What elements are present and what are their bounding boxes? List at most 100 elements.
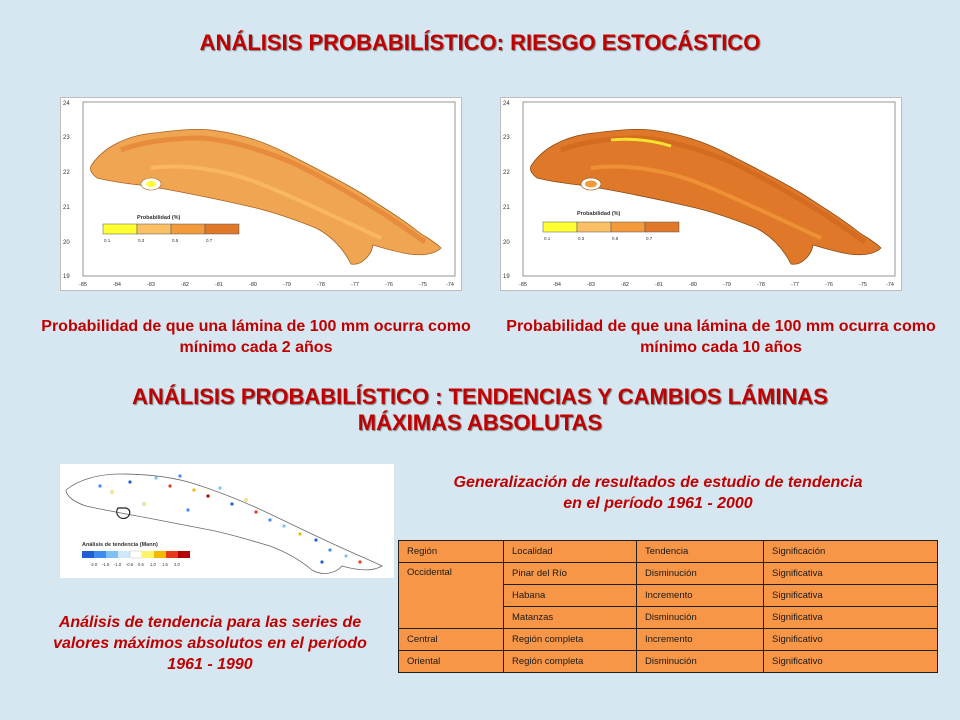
trend-legend-title: Análisis de tendencia (Mann) xyxy=(82,542,158,548)
table-cell: Matanzas xyxy=(503,606,637,629)
probability-map-2-years-figure: 24 23 22 21 20 19 -85 -84 -83 -82 -81 -8… xyxy=(63,101,456,288)
table-cell: Disminución xyxy=(636,606,764,629)
table-cell: Pinar del Río xyxy=(503,562,637,585)
station-dot xyxy=(218,486,222,490)
section-title-trends: ANÁLISIS PROBABILÍSTICO : TENDENCIAS Y C… xyxy=(132,384,828,409)
table-cell-region: Central xyxy=(398,628,504,651)
section-title-stochastic-risk: ANÁLISIS PROBABILÍSTICO: RIESGO ESTOCÁST… xyxy=(199,30,761,55)
trend-legend-tick: -1.0 xyxy=(114,562,122,567)
x-tick-label: -77 xyxy=(351,282,359,288)
station-dot xyxy=(314,538,318,542)
map-caption-10-years: Probabilidad de que una lámina de 100 mm… xyxy=(506,318,936,356)
x-tick-label: -76 xyxy=(825,282,833,288)
trend-legend-swatch xyxy=(142,551,154,558)
station-dot xyxy=(254,510,258,514)
legend-tick: 0.3 xyxy=(138,238,145,243)
table-header-row: Región Localidad Tendencia Significación xyxy=(398,540,938,563)
station-dot xyxy=(298,532,302,536)
isle-of-youth-shape xyxy=(146,181,156,187)
cuba-island-shape xyxy=(89,128,442,265)
probability-map-2-years: 24 23 22 21 20 19 -85 -84 -83 -82 -81 -8… xyxy=(60,97,462,291)
trend-legend-tick: -1.5 xyxy=(102,562,110,567)
map-x-axis-ticks: -85 -84 -83 -82 -81 -80 -79 -78 -77 -76 … xyxy=(79,282,454,288)
trend-legend-tick: 1.0 xyxy=(150,562,156,567)
legend-tick: 0.5 xyxy=(612,236,619,241)
y-tick-label: 20 xyxy=(503,240,510,246)
legend-tick: 0.3 xyxy=(578,236,585,241)
station-dot xyxy=(186,508,190,512)
cuba-island-outline xyxy=(65,473,383,574)
y-tick-label: 19 xyxy=(63,274,70,280)
section-title-trends-line2: MÁXIMAS ABSOLUTAS xyxy=(357,410,603,435)
table-row: Oriental Región completa Disminución Sig… xyxy=(398,650,938,673)
table-header-cell: Significación xyxy=(763,540,938,563)
trend-legend-swatch xyxy=(129,550,143,559)
station-dot xyxy=(168,484,172,488)
legend-swatch xyxy=(644,221,680,233)
trend-legend-tick: 2.0 xyxy=(174,562,180,567)
y-tick-label: 24 xyxy=(503,101,510,107)
map-contour-band xyxy=(610,137,672,148)
map-y-axis-ticks: 24 23 22 21 20 19 xyxy=(503,101,510,280)
table-cell: Disminución xyxy=(636,650,764,673)
x-tick-label: -78 xyxy=(317,282,325,288)
x-tick-label: -82 xyxy=(181,282,189,288)
table-row: Occidental Pinar del Río Disminución Sig… xyxy=(398,562,938,629)
table-row: Central Región completa Incremento Signi… xyxy=(398,628,938,651)
table-cell: Significativa xyxy=(763,606,938,629)
x-tick-label: -74 xyxy=(886,282,894,288)
y-tick-label: 23 xyxy=(503,135,510,141)
table-cell: Región completa xyxy=(503,628,637,651)
map-contour-band xyxy=(120,135,427,245)
map-y-axis-ticks: 24 23 22 21 20 19 xyxy=(63,101,70,280)
trend-map-caption: Análisis de tendencia para las series de… xyxy=(53,614,367,673)
station-dot xyxy=(154,476,158,480)
trend-analysis-map-figure: Análisis de tendencia (Mann) -2.0 -1.5 -… xyxy=(65,473,383,574)
trend-legend-swatch xyxy=(166,551,178,558)
table-cell: Región completa xyxy=(503,650,637,673)
x-tick-label: -84 xyxy=(553,282,561,288)
table-cell: Significativa xyxy=(763,584,938,607)
y-tick-label: 19 xyxy=(503,274,510,280)
table-header-cell: Tendencia xyxy=(636,540,764,563)
isle-of-youth-shape xyxy=(585,180,597,188)
station-dot xyxy=(344,554,348,558)
x-tick-label: -81 xyxy=(655,282,663,288)
station-dot xyxy=(128,480,132,484)
x-tick-label: -79 xyxy=(723,282,731,288)
probability-map-10-years: 24 23 22 21 20 19 -85 -84 -83 -82 -81 -8… xyxy=(500,97,902,291)
legend-tick: 0.1 xyxy=(104,238,111,243)
legend-tick: 0.5 xyxy=(172,238,179,243)
legend-swatch xyxy=(204,223,240,235)
isle-of-youth-outline xyxy=(116,507,131,519)
trend-legend-tick: -0.5 xyxy=(126,562,134,567)
legend-title: Probabilidad (%) xyxy=(137,215,181,221)
trend-analysis-map: Análisis de tendencia (Mann) -2.0 -1.5 -… xyxy=(60,464,394,578)
y-tick-label: 23 xyxy=(63,135,70,141)
station-dot xyxy=(192,488,196,492)
station-dot xyxy=(178,474,182,478)
x-tick-label: -75 xyxy=(419,282,427,288)
y-tick-label: 21 xyxy=(503,205,510,211)
legend-tick: 0.7 xyxy=(206,238,213,243)
station-dot xyxy=(98,484,102,488)
y-tick-label: 20 xyxy=(63,240,70,246)
map-x-axis-ticks: -85 -84 -83 -82 -81 -80 -79 -78 -77 -76 … xyxy=(519,282,894,288)
trend-legend-tick: 1.5 xyxy=(162,562,168,567)
x-tick-label: -85 xyxy=(519,282,527,288)
legend-swatch xyxy=(136,223,172,235)
x-tick-label: -74 xyxy=(446,282,454,288)
table-cell: Significativa xyxy=(763,562,938,585)
table-cell-region: Oriental xyxy=(398,650,504,673)
map-caption-2-years: Probabilidad de que una lámina de 100 mm… xyxy=(41,318,471,356)
x-tick-label: -77 xyxy=(791,282,799,288)
x-tick-label: -76 xyxy=(385,282,393,288)
table-cell: Significativo xyxy=(763,628,938,651)
table-header-cell: Localidad xyxy=(503,540,637,563)
legend-swatch xyxy=(576,221,612,233)
x-tick-label: -80 xyxy=(689,282,697,288)
x-tick-label: -81 xyxy=(215,282,223,288)
station-dot xyxy=(244,498,248,502)
station-dot xyxy=(268,518,272,522)
table-cell: Incremento xyxy=(636,628,764,651)
